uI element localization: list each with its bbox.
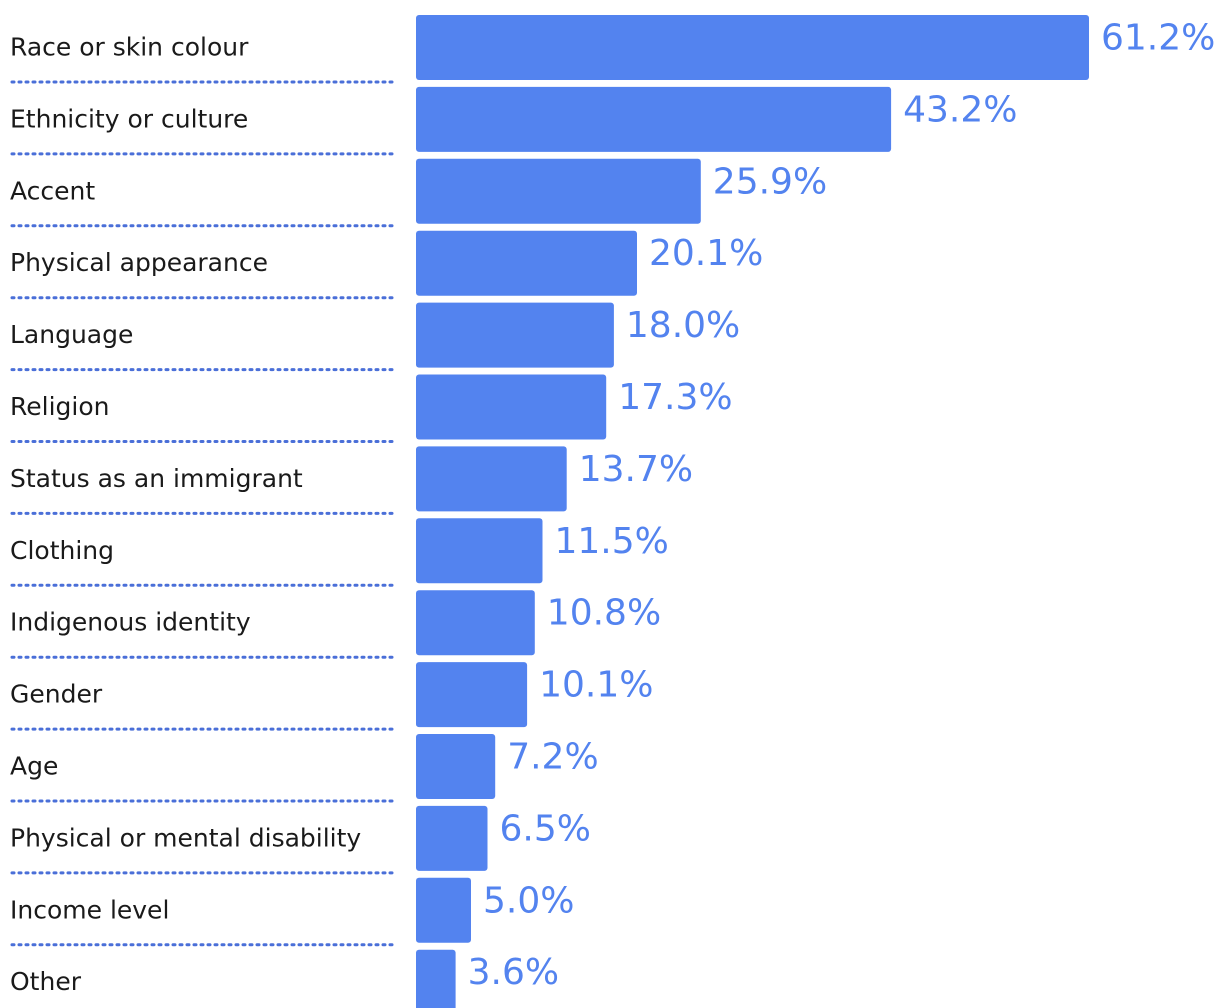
category-label: Ethnicity or culture <box>10 104 248 133</box>
value-label: 61.2% <box>1101 18 1215 59</box>
category-label: Gender <box>10 680 103 709</box>
category-label: Clothing <box>10 536 114 565</box>
bar <box>416 734 496 799</box>
bar <box>416 302 614 368</box>
value-label: 11.5% <box>555 521 669 562</box>
category-label: Age <box>10 752 58 781</box>
bar <box>416 662 528 728</box>
category-label: Race or skin colour <box>10 33 249 62</box>
category-label: Physical or mental disability <box>10 823 361 852</box>
value-label: 10.8% <box>547 593 661 634</box>
value-label: 10.1% <box>539 665 653 706</box>
bar <box>416 158 701 224</box>
value-label: 7.2% <box>507 737 598 778</box>
value-label: 18.0% <box>626 305 740 346</box>
category-label: Other <box>10 967 82 996</box>
bar <box>416 374 607 440</box>
bar <box>416 805 488 871</box>
category-label: Physical appearance <box>10 248 268 277</box>
category-label: Accent <box>10 176 95 205</box>
category-label: Status as an immigrant <box>10 464 303 493</box>
category-label: Income level <box>10 895 169 924</box>
category-label: Indigenous identity <box>10 608 251 637</box>
category-label: Religion <box>10 392 109 421</box>
bar <box>416 15 1089 80</box>
bar <box>416 86 892 152</box>
value-label: 20.1% <box>649 233 763 274</box>
value-label: 6.5% <box>500 808 591 849</box>
category-label: Language <box>10 320 133 349</box>
bar <box>416 949 456 1008</box>
value-label: 43.2% <box>903 89 1017 130</box>
bar <box>416 518 543 584</box>
value-label: 13.7% <box>579 449 693 490</box>
value-label: 3.6% <box>468 952 559 993</box>
bar <box>416 230 637 296</box>
value-label: 17.3% <box>618 377 732 418</box>
value-label: 5.0% <box>483 880 574 921</box>
bar <box>416 590 535 656</box>
bar <box>416 877 471 943</box>
bar <box>416 446 567 512</box>
value-label: 25.9% <box>713 161 827 202</box>
